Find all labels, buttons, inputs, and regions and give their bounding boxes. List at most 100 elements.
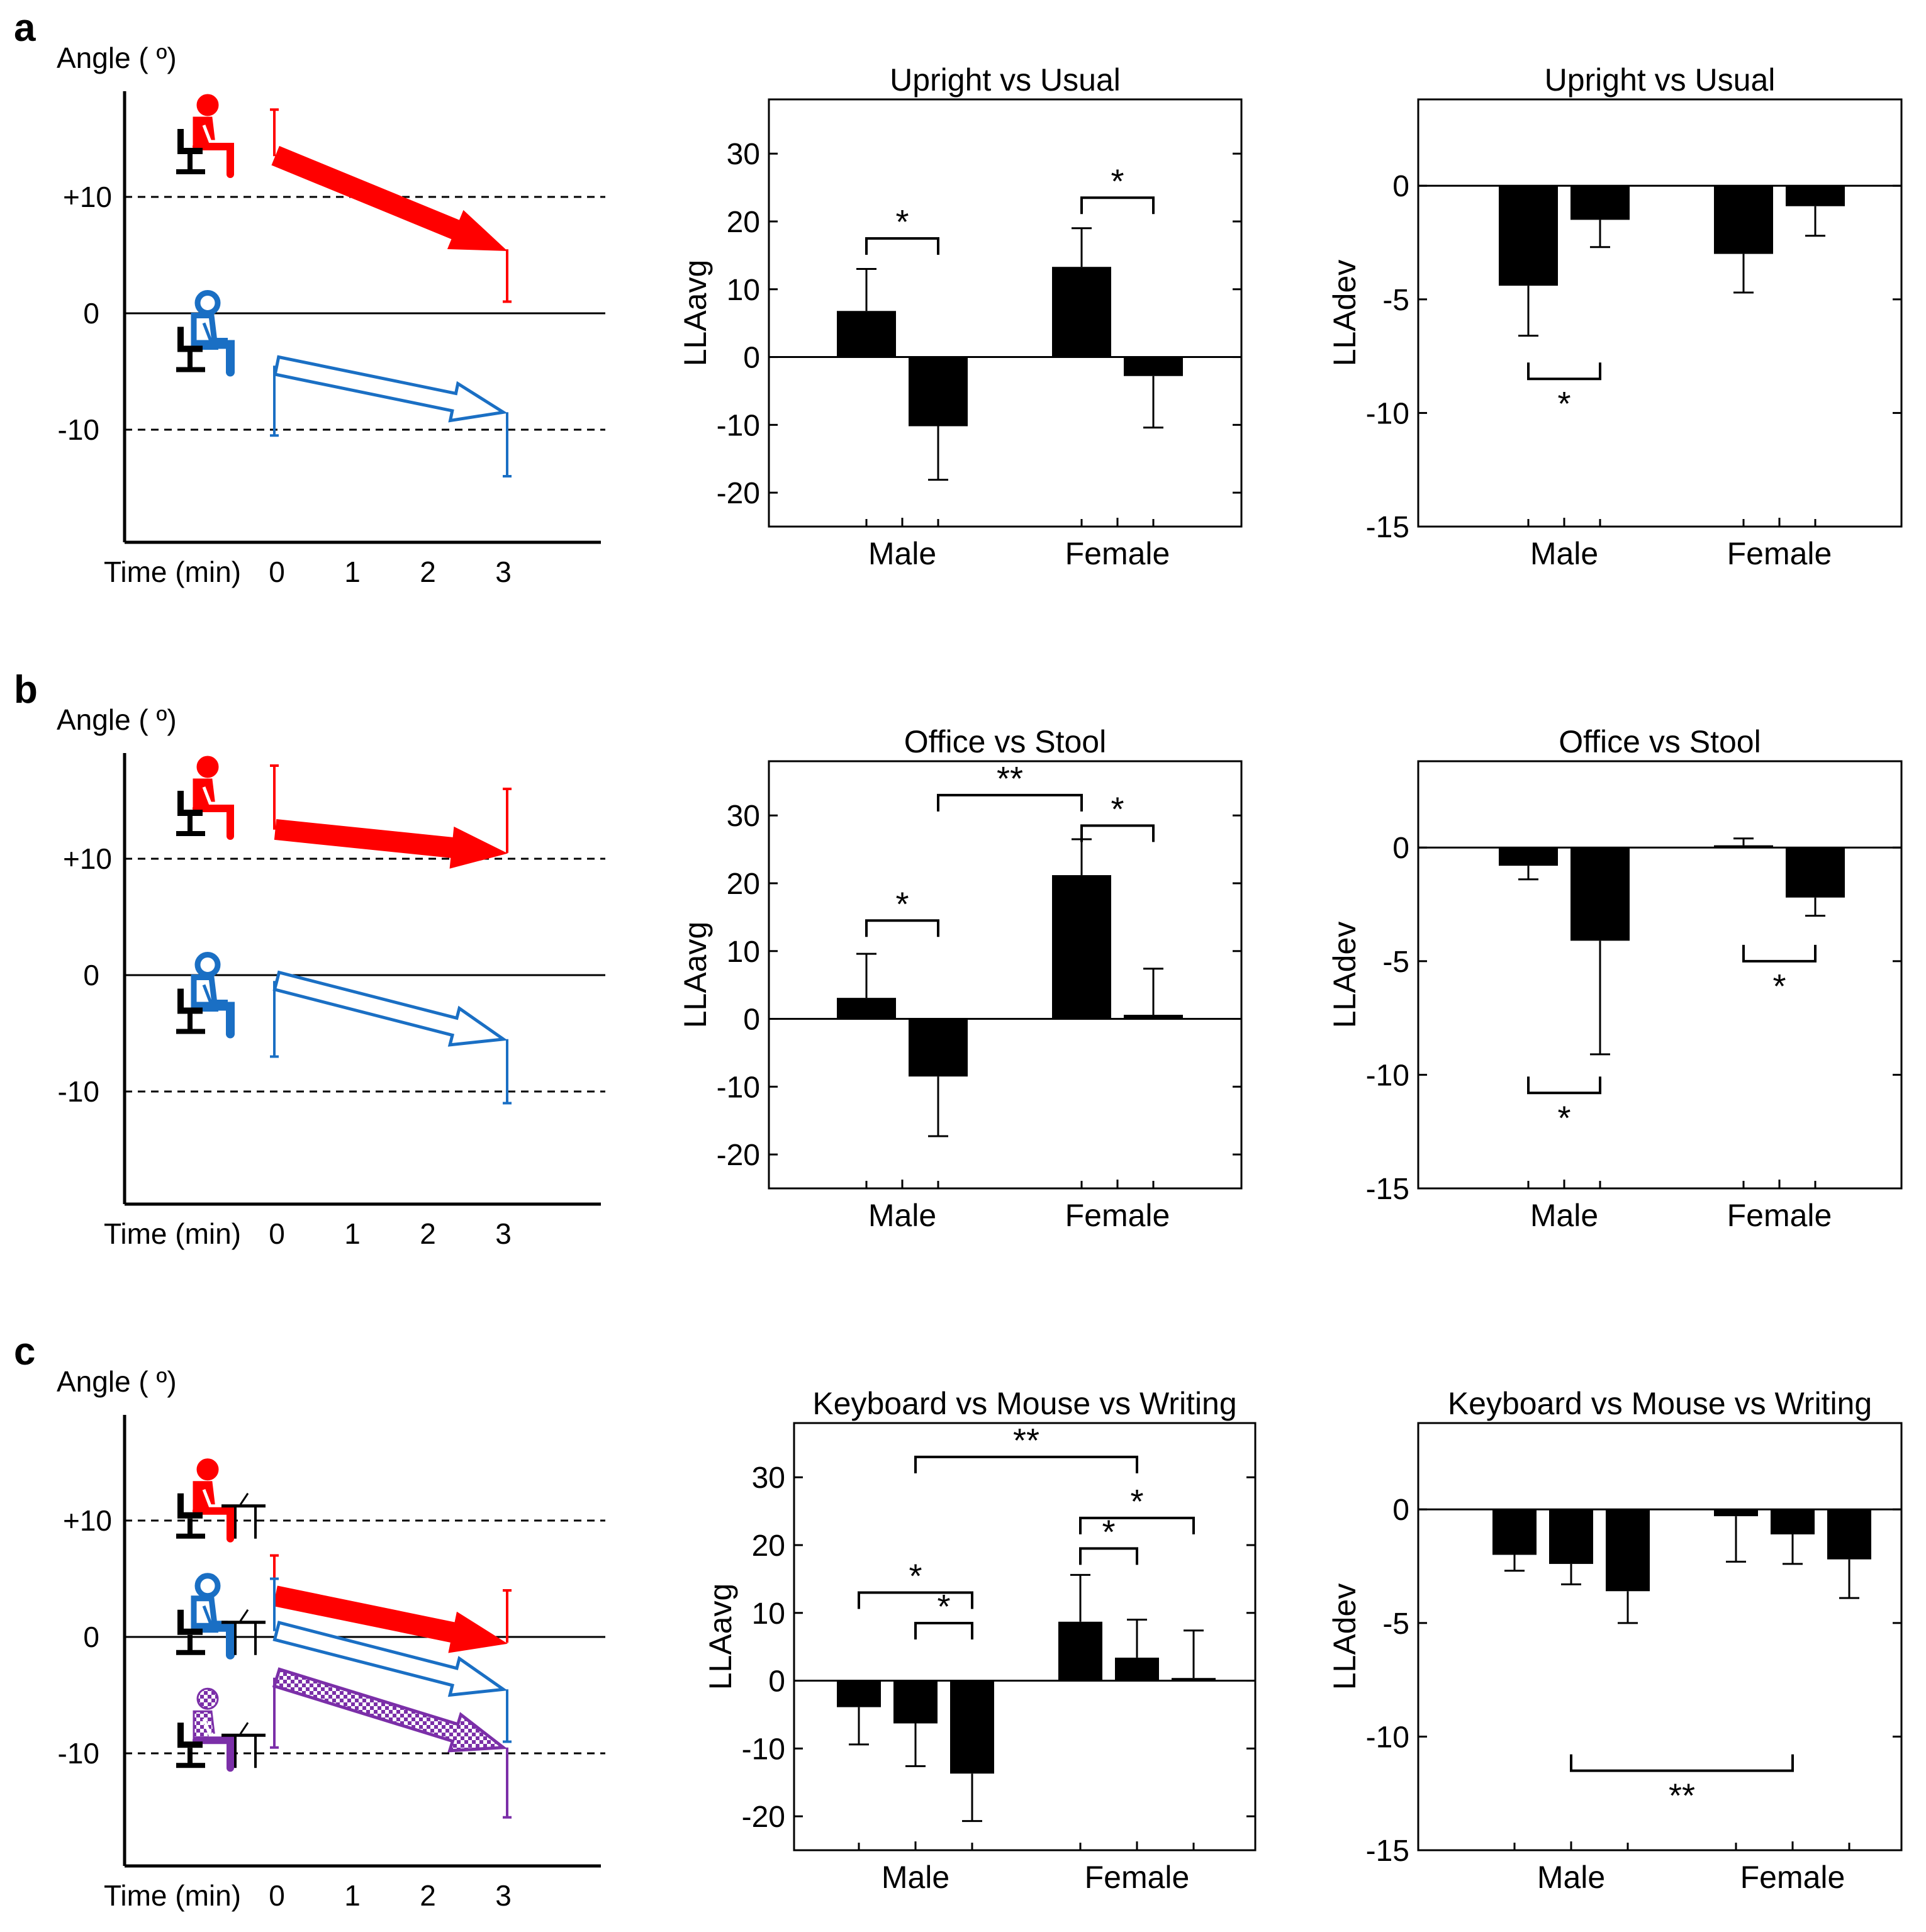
xtick-label: 3: [495, 556, 512, 588]
red-trend-arrow: [274, 819, 508, 869]
desk-device: [239, 1492, 249, 1505]
significance-bracket: [858, 1591, 973, 1609]
chart-b-llaavg: Office vs Stool LLAavg 30 20 10 0 -10 -20 Male Fe…: [678, 724, 1243, 1233]
significance-bracket: [914, 1455, 1138, 1473]
chair-post: [188, 1748, 193, 1766]
significance-bracket: [1079, 1516, 1195, 1534]
blue-trend-arrow: [273, 355, 508, 423]
significance-bracket: [865, 237, 939, 255]
y-tick-label: 0: [768, 1665, 785, 1699]
chart-title: Keyboard vs Mouse vs Writing: [812, 1386, 1236, 1421]
schematic-b: Angle ( º) +10 0 -10 Time (min) 0 1 2 3 b: [14, 668, 605, 1250]
y-tick-label: -20: [717, 1139, 760, 1172]
bar-office-female: [1714, 845, 1773, 848]
plot-frame: [1417, 98, 1903, 528]
y-tick-label: -10: [1366, 397, 1409, 430]
chair-post: [188, 816, 193, 834]
leg: [193, 143, 234, 178]
bar-upright-male: [837, 311, 896, 357]
red-trend-arrow: [273, 1585, 508, 1653]
y-tick-label: -10: [1366, 1721, 1409, 1754]
significance-marker: **: [1669, 1777, 1695, 1815]
y-tick-label: 0: [743, 342, 760, 375]
significance-bracket: [1080, 824, 1155, 842]
arm: [202, 322, 228, 341]
y-tick-label: 10: [727, 274, 760, 307]
chair-back: [177, 129, 184, 149]
bar-stool-male: [909, 1019, 968, 1077]
plot-frame: [1417, 760, 1903, 1190]
significance-marker: *: [1102, 1513, 1115, 1551]
chair-post: [188, 352, 193, 370]
red-office-chair-sitter-icon: [176, 756, 234, 840]
purple-trend-arrow: [272, 1667, 508, 1753]
panel-label: a: [14, 6, 36, 50]
schematic-a: Angle ( º) +10 0 -10 Time (min) 0 1 2 3 a: [14, 6, 605, 588]
chart-a-lladev: Upright vs Usual LLAdev 0 -5 -10 -15 Male Femal…: [1327, 62, 1903, 571]
y-tick-label: -5: [1382, 1607, 1409, 1641]
bar-keyboard-male: [1492, 1509, 1537, 1555]
bar-upright-male: [1499, 186, 1558, 286]
blue-trend-arrow: [272, 1621, 508, 1697]
significance-bracket: [937, 793, 1083, 812]
chair-back: [177, 988, 184, 1009]
significance-marker: *: [895, 203, 909, 241]
y-tick-label: -5: [1382, 946, 1409, 979]
bar-writing-female: [1827, 1509, 1871, 1560]
y-axis-label: LLAavg: [678, 260, 713, 367]
plot-frame: [1417, 1422, 1903, 1851]
ytick-label: +10: [63, 1504, 112, 1537]
significance-marker: **: [997, 760, 1023, 798]
x-category-label: Male: [1530, 1198, 1598, 1233]
chair-base: [176, 1763, 205, 1768]
chair-base: [176, 1650, 205, 1655]
y-axis-label: LLAdev: [1327, 1583, 1362, 1690]
plot-frame: [768, 98, 1243, 528]
x-category-label: Female: [1727, 1198, 1832, 1233]
bar-writing-female: [1172, 1678, 1216, 1681]
y-tick-label: 0: [1392, 170, 1409, 203]
chart-title: Office vs Stool: [904, 724, 1106, 759]
y-tick-label: 20: [727, 206, 760, 239]
head: [196, 94, 219, 116]
chair-post: [188, 1634, 193, 1653]
leg: [192, 340, 235, 377]
y-tick-label: -10: [742, 1733, 785, 1766]
ytick-label: -10: [58, 413, 99, 446]
chair-base: [176, 169, 205, 174]
blue-slouched-sitter-icon: [176, 290, 235, 377]
y-tick-label: 10: [752, 1597, 785, 1631]
significance-marker: *: [1557, 1099, 1570, 1137]
arm: [202, 786, 228, 805]
chair-seat: [177, 1741, 203, 1748]
x-category-label: Male: [882, 1860, 949, 1895]
leg: [192, 1622, 235, 1660]
ytick-label: +10: [63, 842, 112, 875]
significance-marker: *: [895, 885, 909, 923]
y-tick-label: 30: [727, 138, 760, 171]
red-keyboard-user-icon: [176, 1458, 266, 1543]
plot-frame: [768, 760, 1243, 1190]
chair-post: [188, 154, 193, 172]
significance-marker: *: [1772, 968, 1786, 1005]
purple-writing-user-icon: [176, 1687, 266, 1772]
y-tick-label: 10: [727, 935, 760, 969]
significance-marker: *: [1111, 162, 1124, 200]
y-tick-label: 0: [1392, 832, 1409, 865]
desk-device: [239, 1722, 249, 1735]
y-tick-label: -20: [742, 1801, 785, 1834]
xtick-label: 2: [420, 1217, 436, 1250]
x-category-label: Male: [868, 536, 936, 571]
blue-stool-sitter-icon: [176, 952, 235, 1039]
y-axis-label: LLAdev: [1327, 260, 1362, 367]
x-category-label: Female: [1740, 1860, 1845, 1895]
x-category-label: Female: [1065, 536, 1170, 571]
bar-office-male: [1499, 847, 1558, 866]
head: [196, 756, 219, 778]
chart-b-lladev: Office vs Stool LLAdev 0 -5 -10 -15 Male Female…: [1327, 724, 1903, 1233]
y-tick-label: 30: [727, 800, 760, 833]
x-category-label: Female: [1727, 536, 1832, 571]
bar-office-male: [837, 998, 896, 1019]
y-tick-label: -15: [1366, 511, 1409, 544]
